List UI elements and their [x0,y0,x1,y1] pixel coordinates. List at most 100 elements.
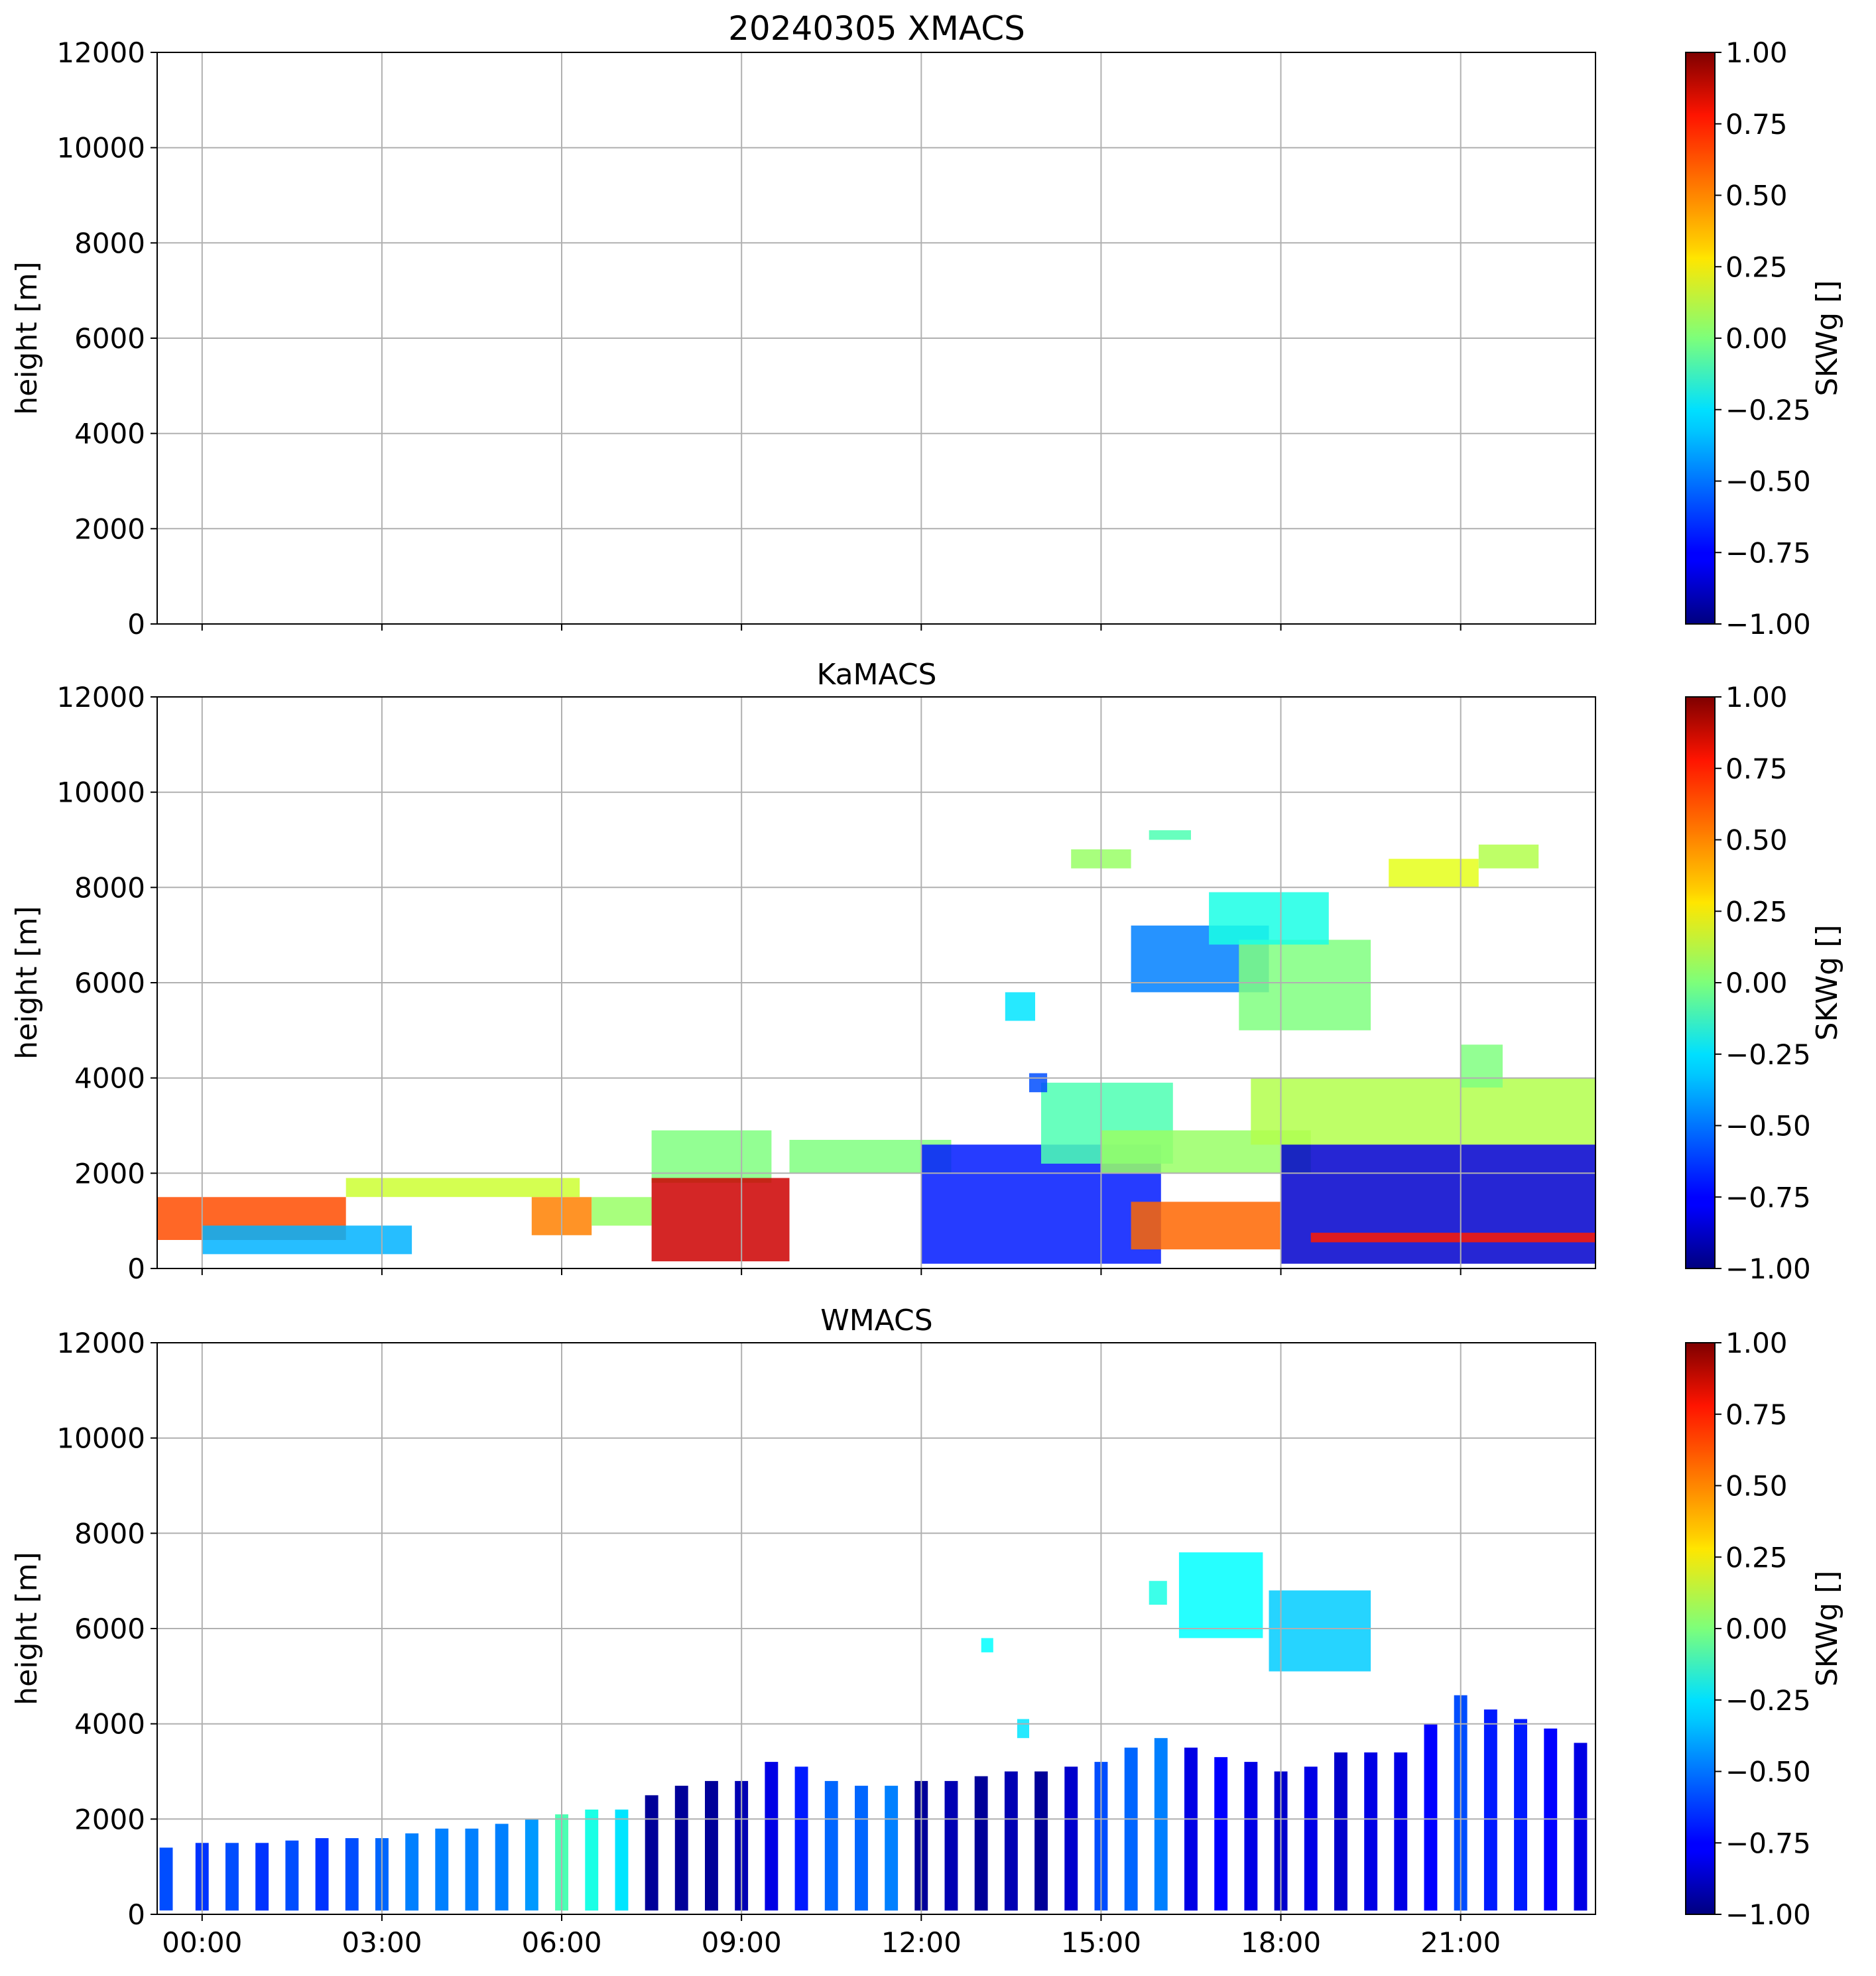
panel-xmacs: 20240305 XMACS 0 2000 4000 6000 8000 10000 120… [10,9,1844,641]
scan-column-27 [974,1776,988,1911]
scan-column-8 [405,1833,419,1911]
echo-region-0 [1178,1552,1263,1638]
colorbar-tick-label: −0.75 [1725,536,1811,569]
scan-column-18 [705,1780,718,1911]
grid-wmacs [157,1342,1595,1915]
echo-region-20 [1149,830,1191,840]
scan-column-32 [1124,1747,1138,1911]
ytick-label: 0 [127,1253,145,1285]
xtick-label: 00:00 [162,1926,242,1959]
colorbar-tick-label: 1.00 [1725,36,1788,69]
xtick-label: 09:00 [702,1926,782,1959]
panel-title-kamacs: KaMACS [817,658,937,692]
xtick-label: 15:00 [1061,1926,1141,1959]
ylabel-wmacs: height [m] [10,1552,44,1705]
scan-column-23 [855,1786,868,1911]
colorbar-tick-label: 0.00 [1725,322,1788,355]
ytick-label: 0 [127,1898,145,1931]
colorbar-tick-label: 0.25 [1725,895,1788,928]
colorbar-tick-label: −0.50 [1725,465,1811,498]
ytick-label: 2000 [74,1803,145,1835]
colorbar-tick-label: 0.50 [1725,1470,1788,1503]
xtick-label: 06:00 [522,1926,602,1959]
ytick-label: 6000 [74,967,145,999]
scan-column-4 [285,1840,299,1911]
heatmap-wmacs [159,1552,1588,1911]
colorbar-tick-label: 0.25 [1725,251,1788,283]
colorbar-label-xmacs: SKWg [] [1810,280,1844,397]
colorbar-tick-label: −1.00 [1725,1898,1811,1931]
echo-region-21 [1389,859,1479,888]
ylabel-xmacs: height [m] [10,261,44,414]
colorbar-tick-label: −0.75 [1725,1827,1811,1859]
colorbar-ticks-wmacs: 1.00 0.75 0.50 0.25 0.00 −0.25 −0.50 −0.75 −1.00 [1715,1327,1811,1931]
scan-column-38 [1304,1766,1318,1911]
scan-column-45 [1514,1719,1527,1911]
scan-column-11 [495,1823,509,1911]
xtick-label: 21:00 [1420,1926,1501,1959]
xtick-label: 03:00 [342,1926,422,1959]
colorbar-tick-label: −1.00 [1725,1253,1811,1285]
colorbar-label-kamacs: SKWg [] [1810,925,1844,1041]
panel-wmacs: WMACS 0 2000 4000 6000 8000 10000 12000 00:00 03… [10,1304,1844,1959]
ytick-label: 10000 [56,776,145,809]
echo-region-5 [651,1130,772,1183]
ticks-kamacs: 0 2000 4000 6000 8000 10000 12000 [56,681,1462,1285]
colorbar-tick-label: 1.00 [1725,681,1788,713]
colorbar-tick-label: 0.50 [1725,180,1788,212]
scan-column-29 [1034,1771,1048,1911]
ytick-label: 12000 [56,36,145,69]
scan-column-30 [1064,1766,1078,1911]
ytick-label: 12000 [56,681,145,713]
ytick-label: 6000 [74,1613,145,1645]
scan-column-20 [765,1762,779,1911]
heatmap-kamacs [157,830,1595,1264]
echo-region-2 [345,1178,580,1198]
ytick-label: 8000 [74,227,145,259]
scan-column-0 [159,1847,173,1911]
colorbar-tick-label: 0.00 [1725,967,1788,999]
ytick-label: 8000 [74,1517,145,1550]
ytick-label: 6000 [74,322,145,355]
ytick-label: 4000 [74,418,145,450]
scan-column-36 [1244,1762,1258,1911]
colorbar-label-wmacs: SKWg [] [1810,1571,1844,1687]
ticks-xmacs: 0 2000 4000 6000 8000 10000 12000 [56,36,1462,641]
echo-region-3 [981,1638,993,1652]
ytick-label: 2000 [74,1157,145,1190]
scan-column-39 [1334,1752,1347,1911]
echo-region-6 [651,1178,790,1262]
colorbar-tick-label: −0.25 [1725,1038,1811,1071]
grid-xmacs [157,52,1595,625]
ytick-label: 10000 [56,1422,145,1455]
echo-region-18 [1209,892,1329,945]
scan-column-17 [674,1786,688,1911]
scan-column-14 [585,1810,599,1911]
echo-region-17 [1239,940,1371,1030]
colorbar-tick-label: 1.00 [1725,1327,1788,1359]
scan-column-34 [1184,1747,1198,1911]
scan-column-42 [1424,1723,1438,1911]
echo-region-2 [1149,1581,1167,1605]
echo-region-1 [202,1225,412,1255]
colorbar-ticks-xmacs: 1.00 0.75 0.50 0.25 0.00 −0.25 −0.50 −0.75 −1.00 [1715,36,1811,641]
panel-title-xmacs: 20240305 XMACS [728,9,1025,48]
ytick-label: 0 [127,608,145,641]
colorbar-tick-label: 0.25 [1725,1541,1788,1574]
ytick-label: 4000 [74,1062,145,1095]
scan-column-26 [944,1780,958,1911]
ytick-label: 2000 [74,513,145,545]
scan-column-9 [435,1828,449,1911]
scan-column-22 [824,1780,838,1911]
echo-region-1 [1269,1590,1371,1672]
scan-column-40 [1364,1752,1378,1911]
ytick-label: 12000 [56,1327,145,1359]
colorbar-tick-label: −0.50 [1725,1756,1811,1788]
colorbar-xmacs [1685,52,1716,625]
echo-region-23 [1005,992,1035,1021]
scan-column-21 [794,1766,808,1911]
scan-column-28 [1004,1771,1018,1911]
scan-column-44 [1483,1709,1497,1911]
panel-kamacs: KaMACS 0 2000 4000 6000 8000 10000 12000 heigh… [10,658,1844,1285]
